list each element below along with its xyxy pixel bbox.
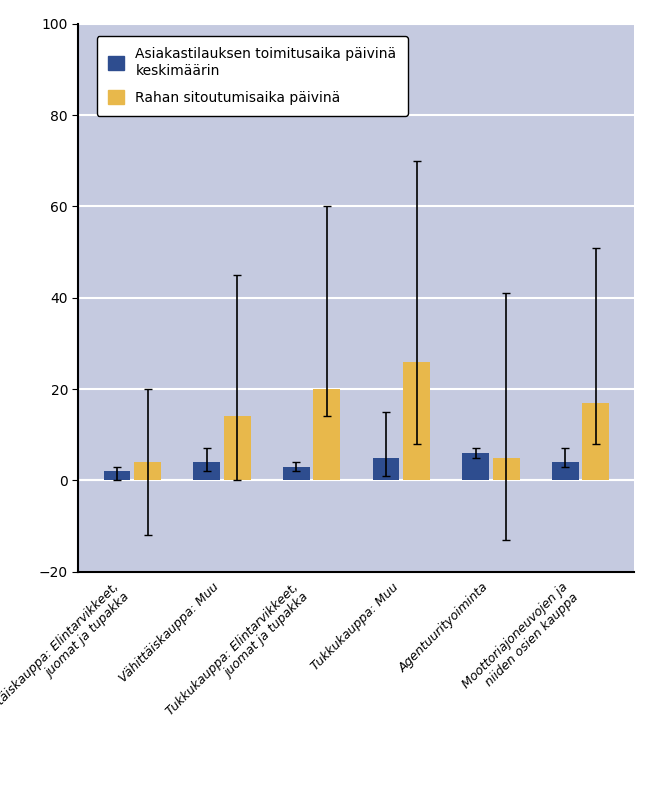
- Bar: [582, 403, 610, 480]
- Legend: Asiakastilauksen toimitusaika päivinä
keskimäärin, Rahan sitoutumisaika päivinä: Asiakastilauksen toimitusaika päivinä ke…: [97, 37, 407, 116]
- Bar: [313, 389, 340, 480]
- Bar: [552, 462, 579, 480]
- Bar: [462, 453, 489, 480]
- Bar: [492, 457, 520, 480]
- Bar: [373, 457, 400, 480]
- Bar: [193, 462, 220, 480]
- Bar: [283, 467, 310, 480]
- Bar: [403, 362, 430, 480]
- Bar: [134, 462, 161, 480]
- Bar: [224, 417, 250, 480]
- Bar: [103, 472, 131, 480]
